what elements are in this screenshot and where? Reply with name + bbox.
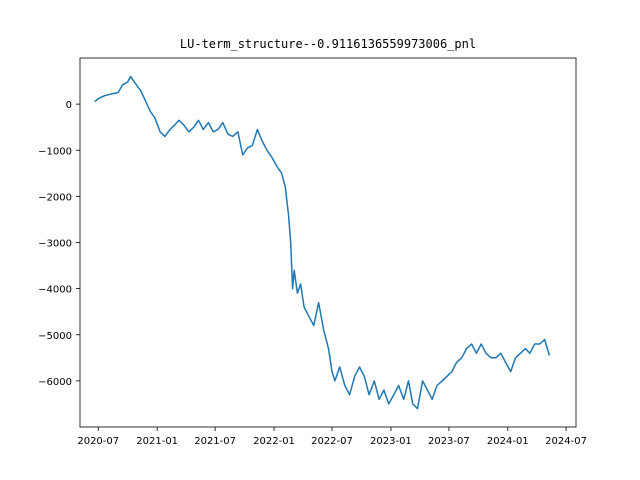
- y-tick-label: −3000: [38, 239, 72, 250]
- x-tick-label: 2023-01: [370, 436, 412, 447]
- chart-title: LU-term_structure--0.9116136559973006_pn…: [180, 37, 476, 51]
- x-tick-label: 2024-07: [545, 436, 587, 447]
- y-tick-label: 0: [66, 100, 72, 111]
- x-tick-label: 2022-01: [253, 436, 295, 447]
- axes-layer: 2020-07 2021-01 2021-07 2022-01 2022-07 2023-…: [38, 57, 587, 447]
- y-tick-label: −2000: [38, 192, 72, 203]
- x-tick-label: 2021-01: [136, 436, 178, 447]
- y-tick-label: −6000: [38, 377, 72, 388]
- series-layer: [94, 75, 551, 410]
- x-tick-label: 2021-07: [194, 436, 236, 447]
- y-tick-label: −1000: [38, 146, 72, 157]
- x-tick-label: 2024-01: [487, 436, 529, 447]
- x-tick-label: 2022-07: [311, 436, 353, 447]
- series-line-0: [94, 75, 551, 410]
- x-tick-label: 2020-07: [77, 436, 119, 447]
- y-tick-label: −5000: [38, 331, 72, 342]
- y-tick-label: −4000: [38, 285, 72, 296]
- x-tick-label: 2023-07: [428, 436, 470, 447]
